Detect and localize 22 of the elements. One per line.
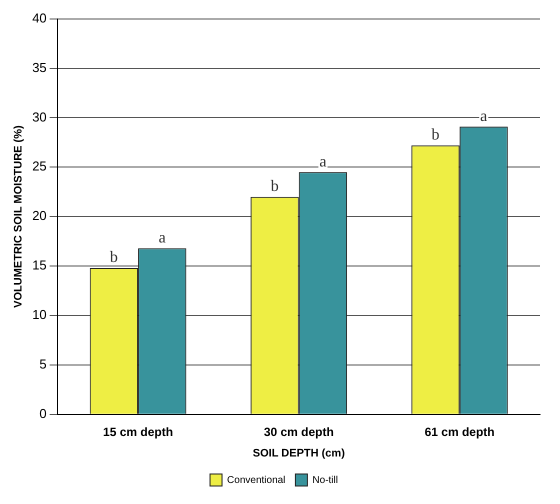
- legend-label: No-till: [312, 474, 338, 486]
- y-tick-label: 20: [32, 208, 47, 224]
- x-tick-label: 61 cm depth: [424, 424, 495, 439]
- x-tick-label: 15 cm depth: [103, 424, 174, 439]
- y-tick-label: 25: [32, 158, 47, 174]
- annotation: a: [480, 108, 488, 125]
- legend-label: Conventional: [227, 474, 286, 486]
- annotation: a: [319, 153, 326, 170]
- y-tick-label: 30: [32, 109, 47, 124]
- x-axis-title: SOIL DEPTH (cm): [252, 447, 346, 460]
- x-tick-label: 30 cm depth: [264, 424, 334, 439]
- y-axis-title: VOLUMETRIC SOIL MOISTURE (%): [12, 125, 25, 308]
- y-tick-label: 35: [32, 60, 47, 75]
- annotation: b: [270, 178, 279, 196]
- annotation: b: [431, 126, 440, 144]
- y-tick-label: 40: [32, 10, 47, 26]
- y-tick-label: 10: [32, 307, 47, 322]
- annotation: b: [110, 249, 118, 266]
- y-tick-label: 5: [39, 356, 47, 372]
- y-tick-label: 15: [32, 258, 47, 273]
- y-tick-label: 0: [39, 406, 47, 421]
- annotation: a: [158, 229, 166, 246]
